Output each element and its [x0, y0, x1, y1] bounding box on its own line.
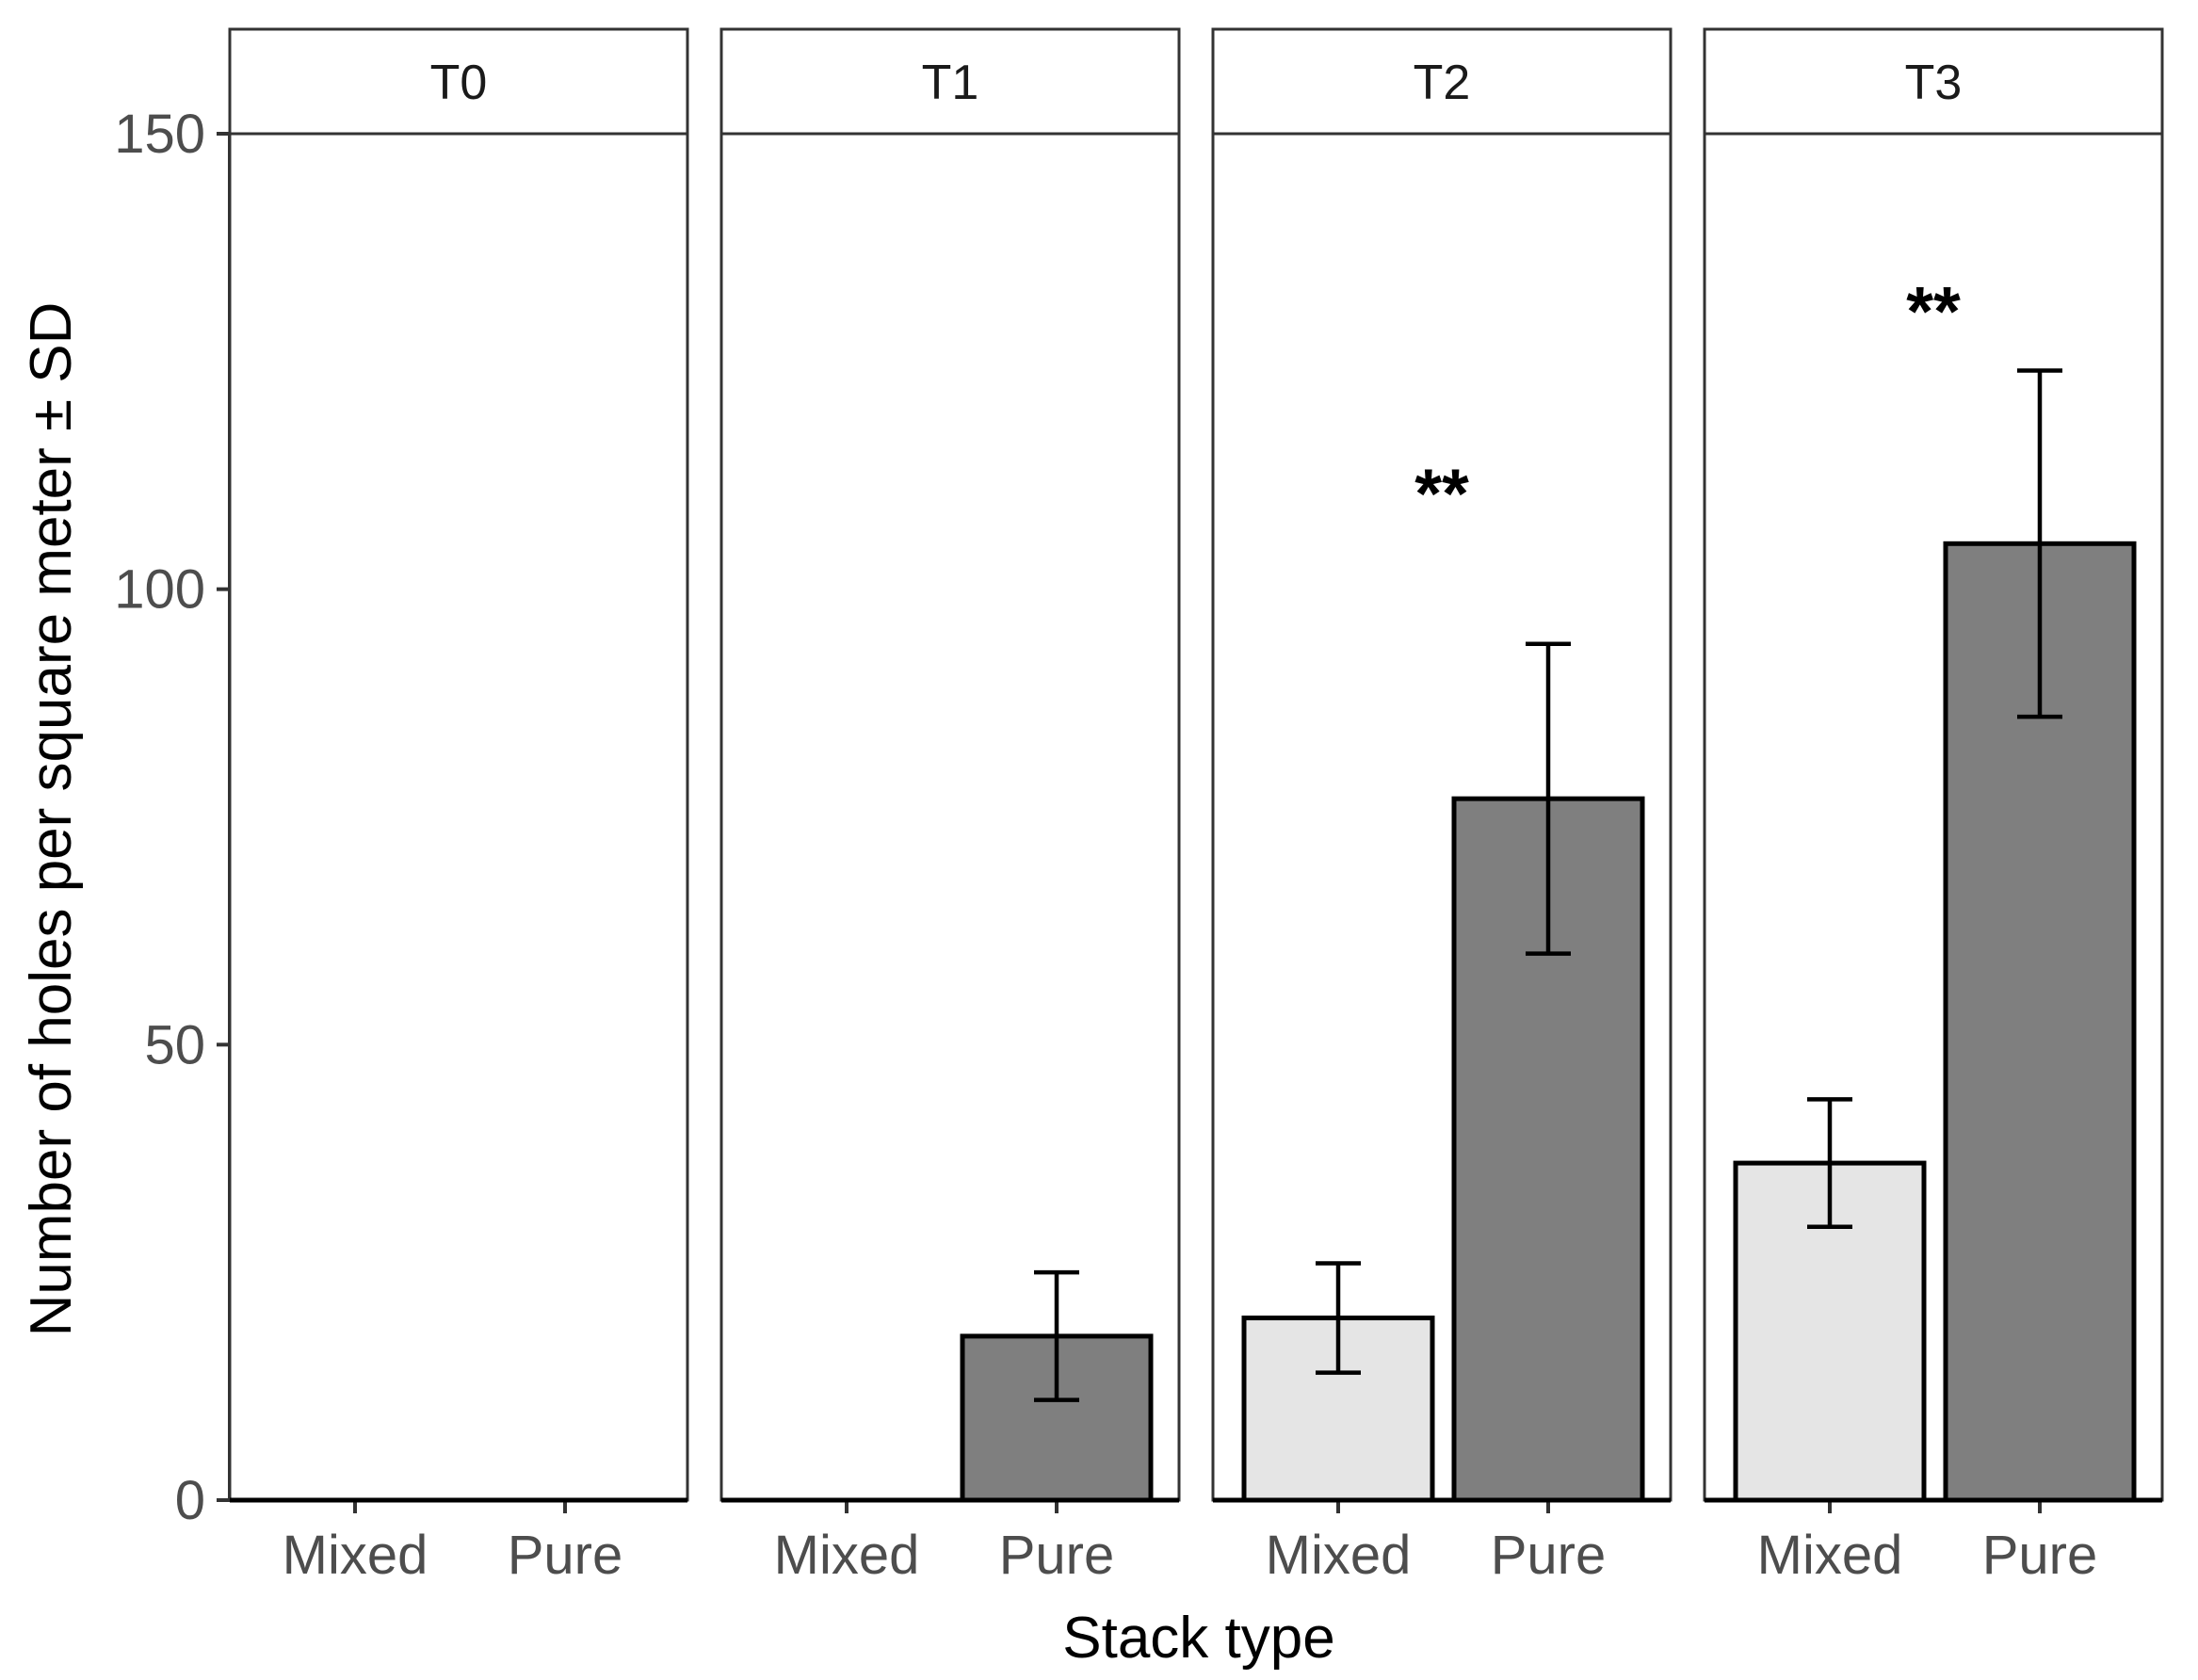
x-tick-label: Pure [1982, 1525, 2098, 1586]
facet-strip [1703, 27, 2164, 136]
panel-frame [719, 132, 1181, 1502]
x-tick-label: Mixed [283, 1525, 428, 1586]
x-tick-label: Pure [508, 1525, 623, 1586]
x-tick-label: Mixed [1757, 1525, 1903, 1586]
y-axis: 0 50 100 150 [114, 104, 232, 1531]
facet-strip [228, 27, 689, 136]
facet-strip-label: T2 [1414, 56, 1471, 110]
x-axis-title: Stack type [1062, 1606, 1334, 1671]
y-tick-label: 50 [144, 1014, 205, 1075]
y-tick-label: 100 [114, 559, 205, 621]
significance-label: ** [1414, 454, 1469, 532]
y-tick-label: 150 [114, 104, 205, 165]
facet-strip [1211, 27, 1673, 136]
y-axis-title: Number of holes per square meter ± SD [19, 302, 84, 1337]
y-tick-label: 0 [175, 1470, 205, 1531]
facet-panels: T0 Mixed Pure T1 Mixed Pure T2 Mixed Pure ** T3 Mix… [228, 27, 2164, 1586]
x-tick-label: Pure [1491, 1525, 1607, 1586]
facet-panel-t0: T0 Mixed Pure [228, 27, 689, 1586]
facet-strip-label: T3 [1905, 56, 1963, 110]
panel-frame [228, 132, 689, 1502]
facet-strip-label: T1 [922, 56, 979, 110]
x-tick-label: Mixed [774, 1525, 920, 1586]
facet-panel-t1: T1 Mixed Pure [719, 27, 1181, 1586]
facet-panel-t3: T3 Mixed Pure ** [1703, 27, 2164, 1586]
facet-panel-t2: T2 Mixed Pure ** [1211, 27, 1673, 1586]
x-tick-label: Pure [999, 1525, 1115, 1586]
significance-label: ** [1906, 272, 1961, 350]
facet-strip-label: T0 [430, 56, 488, 110]
x-tick-label: Mixed [1266, 1525, 1412, 1586]
